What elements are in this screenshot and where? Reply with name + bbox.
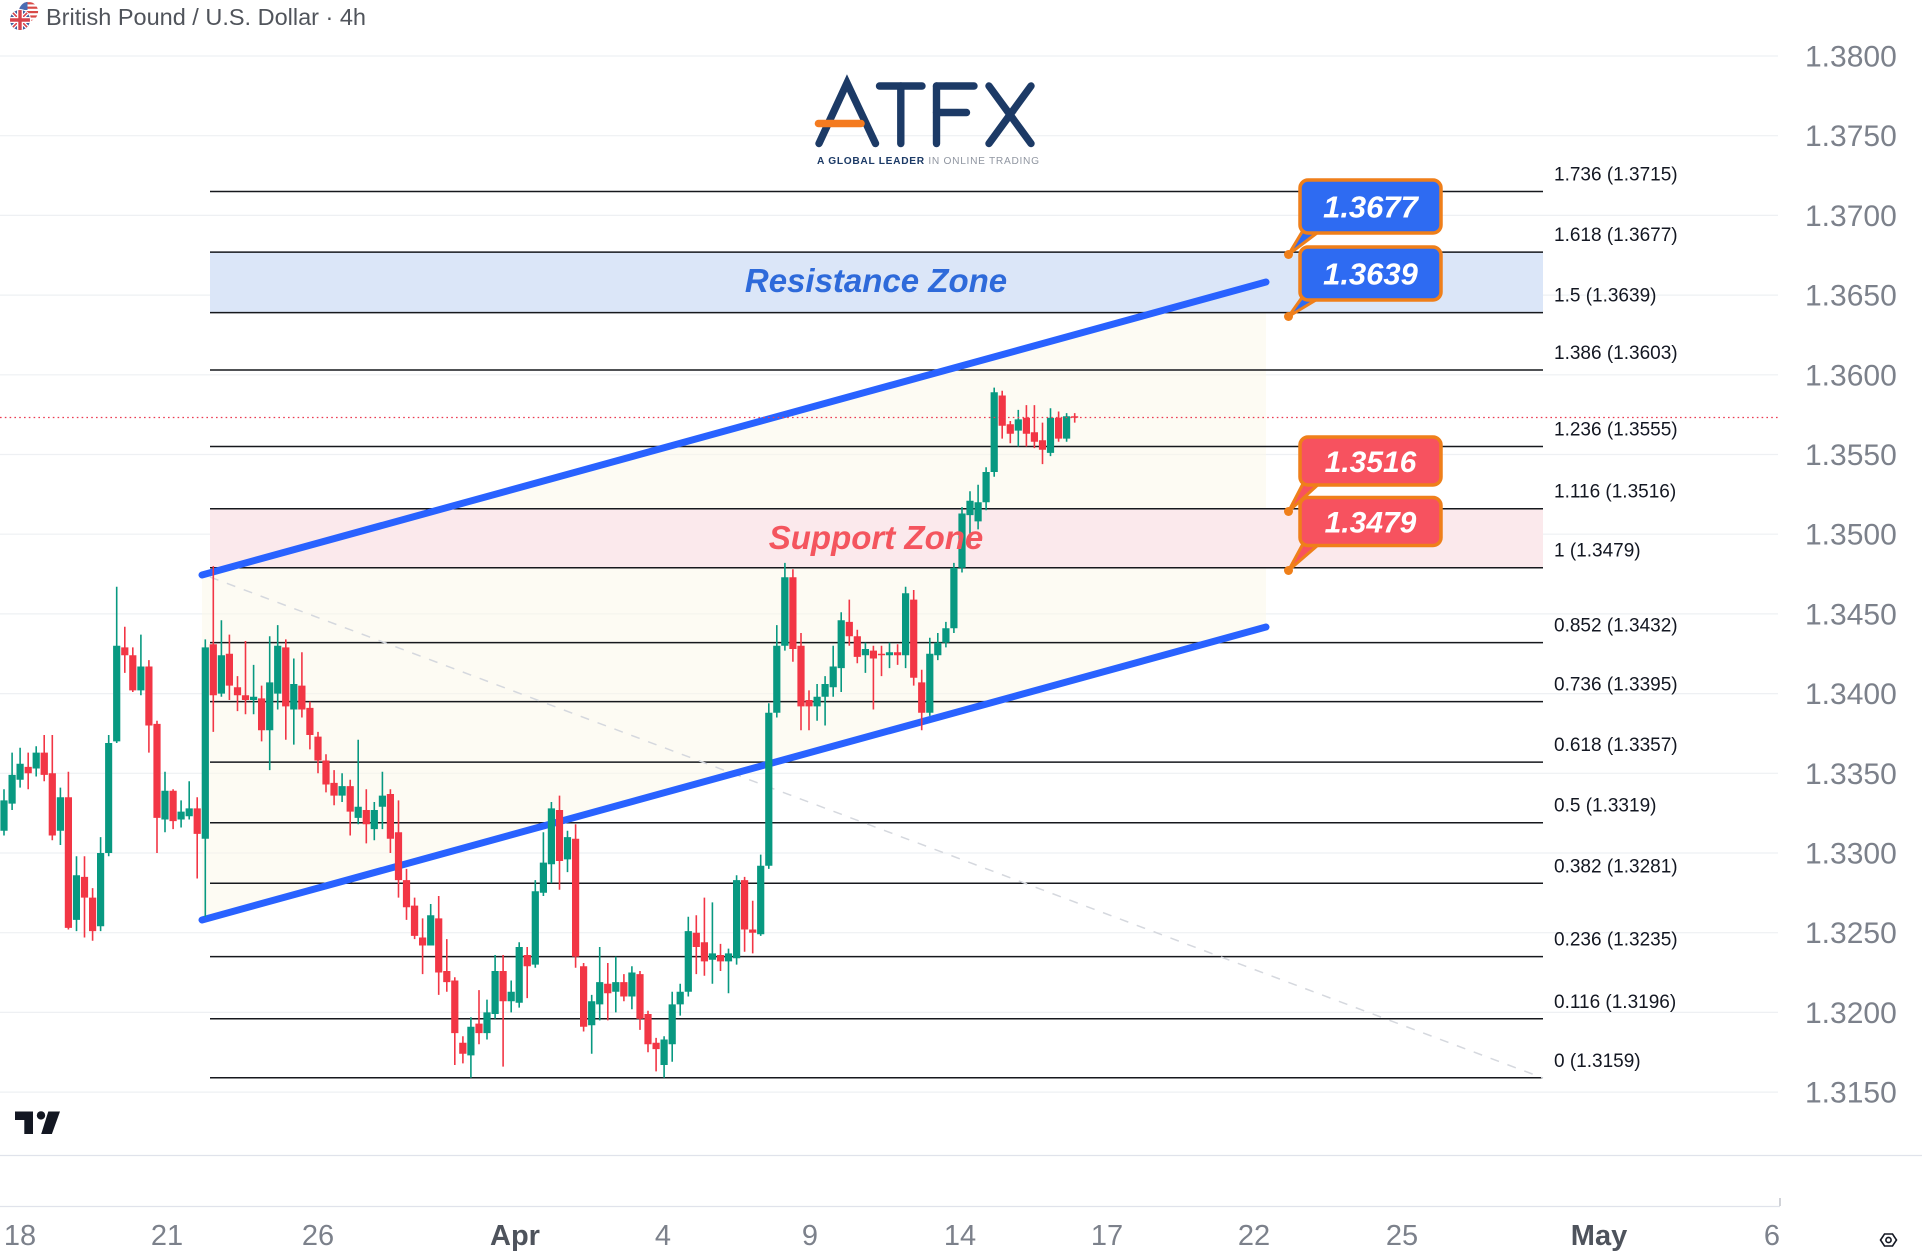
svg-text:1.3677: 1.3677 — [1323, 190, 1420, 225]
svg-text:A GLOBAL LEADER IN ONLINE TRAD: A GLOBAL LEADER IN ONLINE TRADING — [817, 156, 1040, 167]
svg-text:1.386 (1.3603): 1.386 (1.3603) — [1554, 343, 1678, 364]
svg-text:1.3450: 1.3450 — [1805, 598, 1897, 631]
svg-text:0.618 (1.3357): 0.618 (1.3357) — [1554, 735, 1678, 756]
svg-text:1.3550: 1.3550 — [1805, 439, 1897, 472]
svg-text:0.736 (1.3395): 0.736 (1.3395) — [1554, 675, 1678, 696]
svg-text:18: 18 — [4, 1220, 36, 1252]
svg-text:British Pound / U.S. Dollar ·: British Pound / U.S. Dollar · 4h — [46, 4, 366, 30]
svg-text:6: 6 — [1764, 1220, 1780, 1252]
svg-text:0.5 (1.3319): 0.5 (1.3319) — [1554, 796, 1656, 817]
svg-text:1.618 (1.3677): 1.618 (1.3677) — [1554, 225, 1678, 246]
svg-text:4: 4 — [655, 1220, 671, 1252]
svg-text:0.852 (1.3432): 0.852 (1.3432) — [1554, 616, 1678, 637]
svg-text:1.3650: 1.3650 — [1805, 280, 1897, 313]
svg-text:1.3500: 1.3500 — [1805, 519, 1897, 552]
svg-text:1.3250: 1.3250 — [1805, 917, 1897, 950]
svg-text:1.3479: 1.3479 — [1325, 506, 1417, 539]
svg-text:1.116 (1.3516): 1.116 (1.3516) — [1554, 482, 1676, 503]
svg-text:22: 22 — [1238, 1220, 1270, 1252]
svg-text:21: 21 — [151, 1220, 183, 1252]
svg-text:1.3700: 1.3700 — [1805, 200, 1897, 233]
svg-text:1.3639: 1.3639 — [1323, 257, 1419, 292]
svg-text:1 (1.3479): 1 (1.3479) — [1554, 541, 1641, 562]
svg-text:Apr: Apr — [490, 1220, 540, 1252]
svg-text:1.736 (1.3715): 1.736 (1.3715) — [1554, 165, 1678, 186]
svg-text:Resistance Zone: Resistance Zone — [745, 262, 1007, 299]
svg-text:25: 25 — [1386, 1220, 1418, 1252]
svg-text:1.236 (1.3555): 1.236 (1.3555) — [1554, 420, 1678, 441]
svg-text:Support Zone: Support Zone — [769, 519, 983, 556]
svg-text:1.3750: 1.3750 — [1805, 120, 1897, 153]
svg-text:1.3516: 1.3516 — [1325, 446, 1417, 479]
svg-text:1.5 (1.3639): 1.5 (1.3639) — [1554, 286, 1656, 307]
svg-text:1.3350: 1.3350 — [1805, 758, 1897, 791]
svg-text:26: 26 — [302, 1220, 334, 1252]
svg-text:0.236 (1.3235): 0.236 (1.3235) — [1554, 930, 1678, 951]
svg-text:0.116 (1.3196): 0.116 (1.3196) — [1554, 992, 1676, 1013]
svg-text:0.382 (1.3281): 0.382 (1.3281) — [1554, 856, 1678, 877]
svg-text:17: 17 — [1091, 1220, 1123, 1252]
svg-text:1.3400: 1.3400 — [1805, 678, 1897, 711]
svg-text:1.3300: 1.3300 — [1805, 838, 1897, 871]
svg-text:May: May — [1571, 1220, 1627, 1252]
svg-text:1.3600: 1.3600 — [1805, 359, 1897, 392]
svg-text:1.3200: 1.3200 — [1805, 997, 1897, 1030]
svg-text:1.3800: 1.3800 — [1805, 41, 1897, 74]
svg-text:14: 14 — [944, 1220, 976, 1252]
svg-text:0 (1.3159): 0 (1.3159) — [1554, 1051, 1641, 1072]
svg-text:9: 9 — [802, 1220, 818, 1252]
svg-text:1.3150: 1.3150 — [1805, 1077, 1897, 1110]
